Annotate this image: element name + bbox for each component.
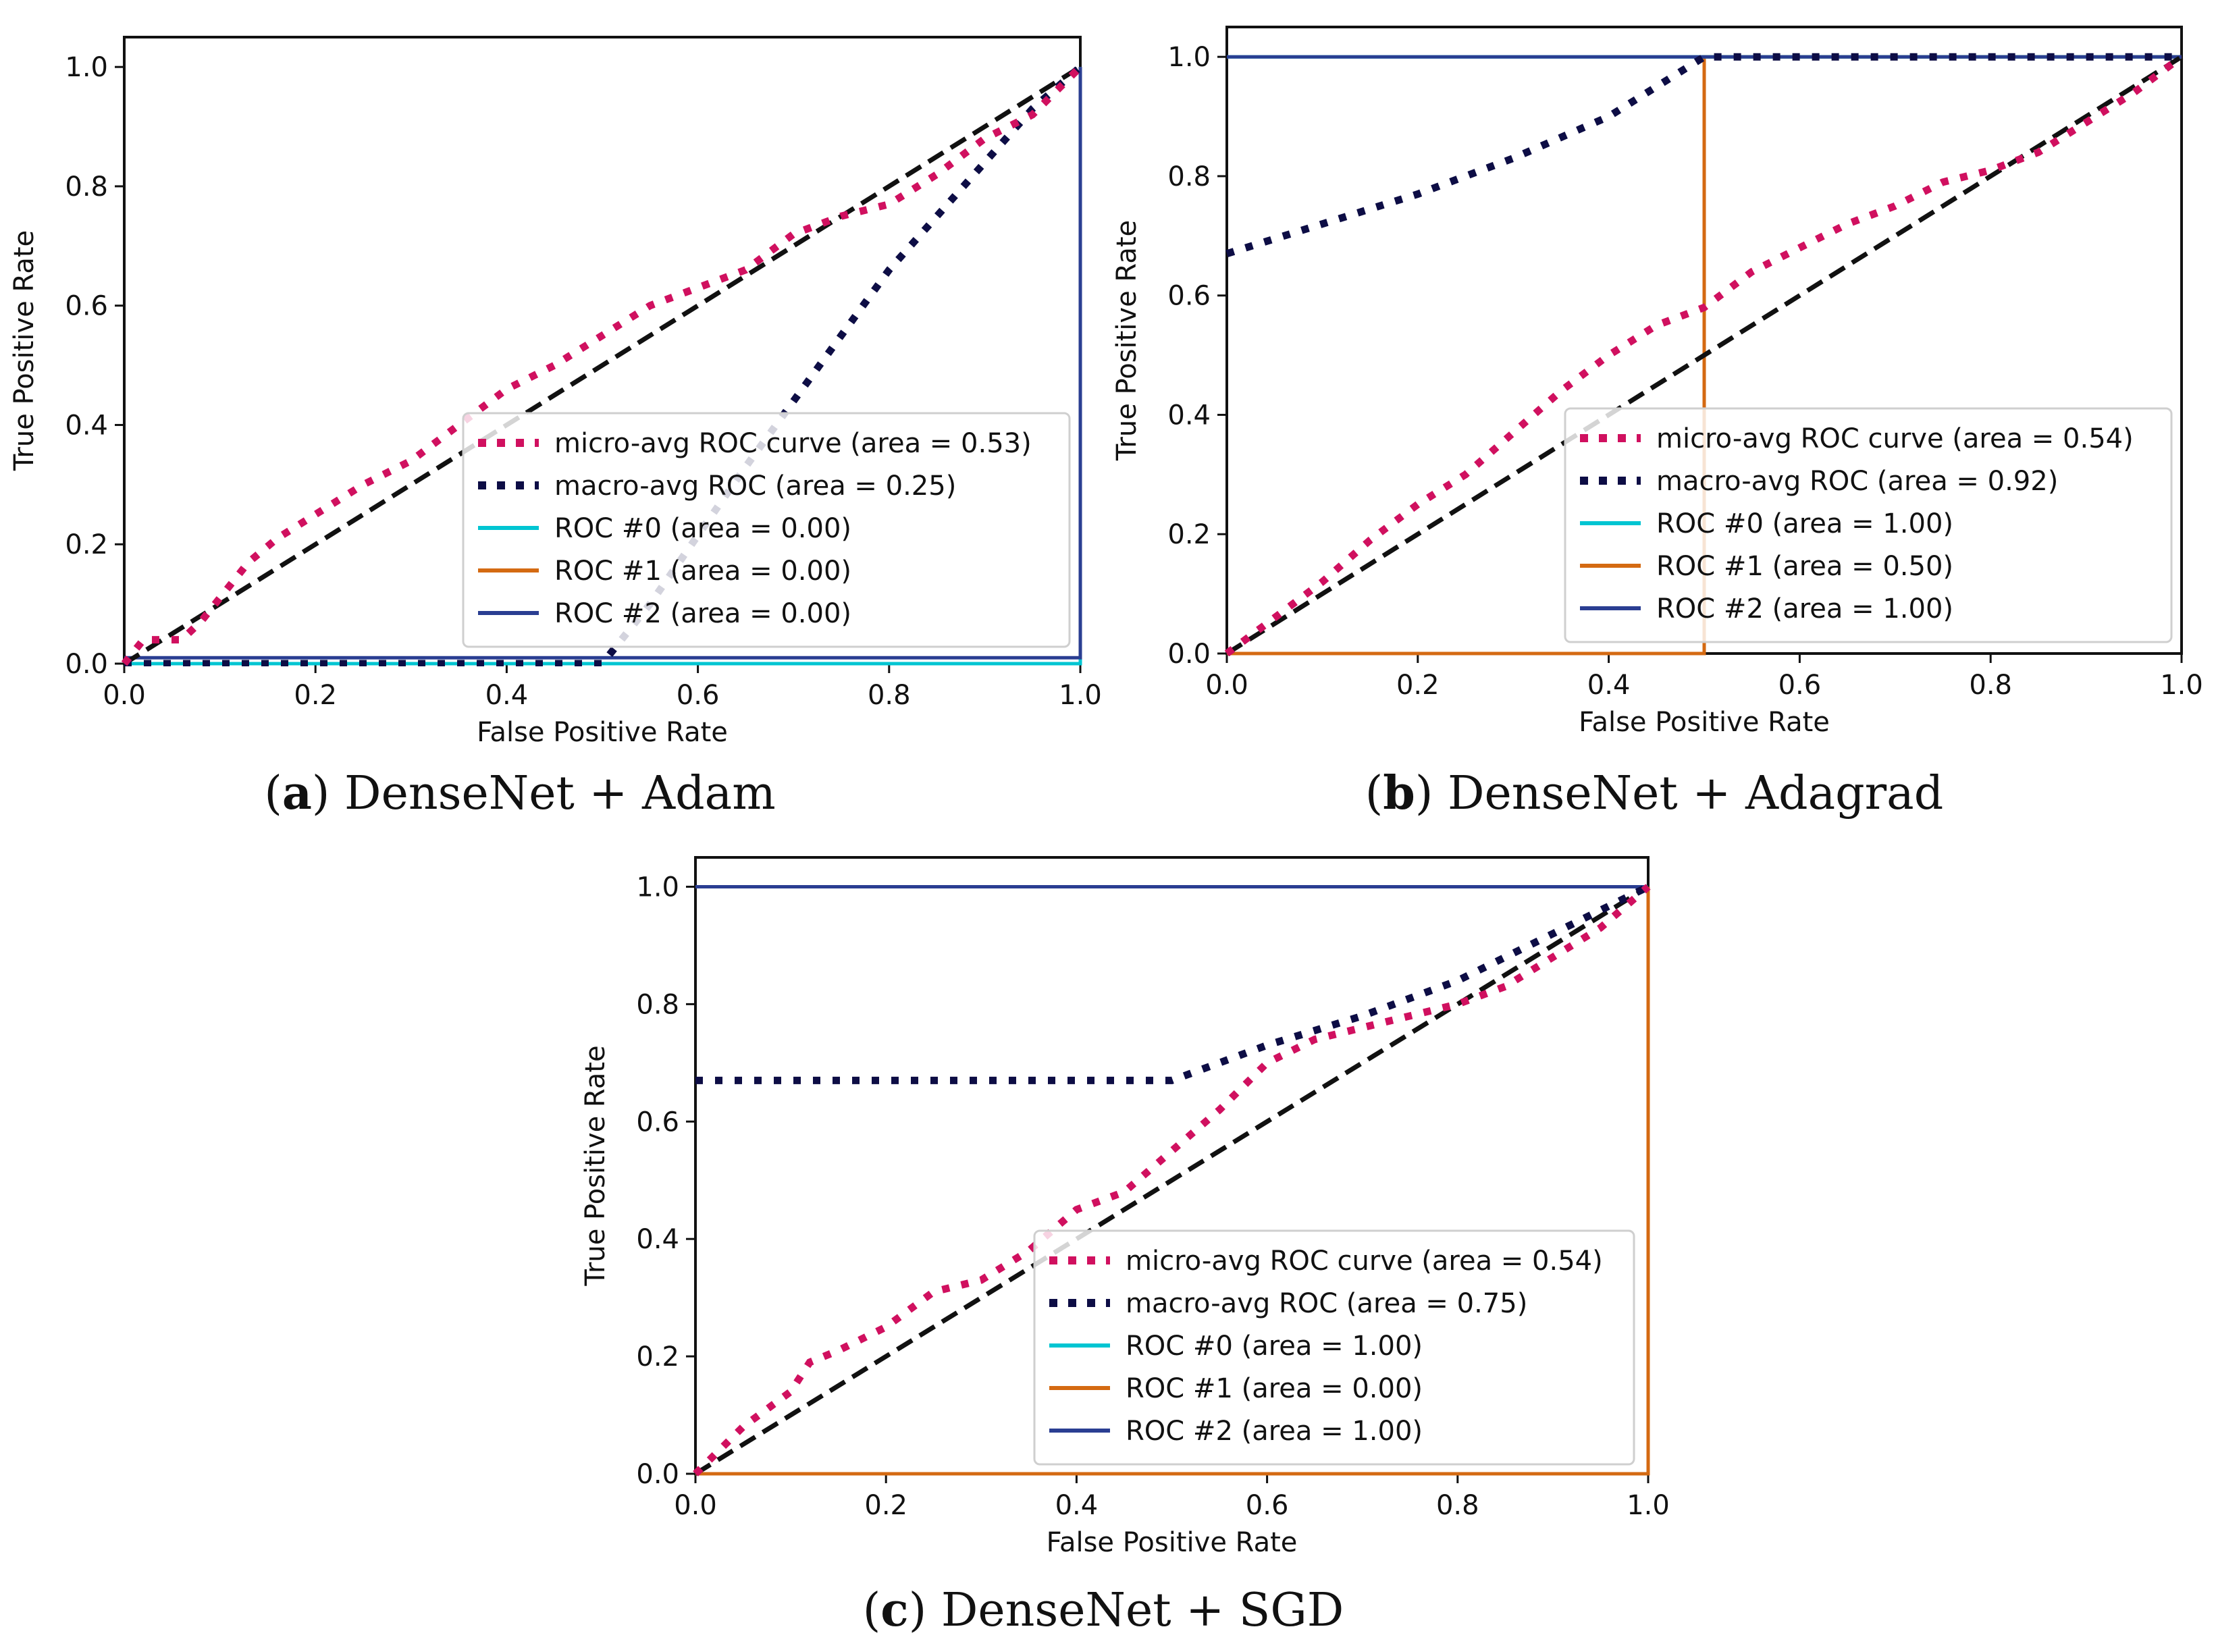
chart-a: 0.0 0.2 0.4 0.6 0.8 1.0 0.0 0.2 0.4 0.6 0.8 1.0 Fals… <box>9 36 1102 820</box>
x-tick-label: 0.4 <box>485 680 529 711</box>
x-tick-label: 0.0 <box>103 680 146 711</box>
caption-a: (a) DenseNet + Adam <box>264 766 775 820</box>
legend: micro-avg ROC curve (area = 0.54) macro-a… <box>1564 407 2173 643</box>
x-axis-label: False Positive Rate <box>477 717 728 748</box>
legend-label-roc1: ROC #1 (area = 0.00) <box>1126 1373 1423 1404</box>
legend-label-roc1: ROC #1 (area = 0.50) <box>1656 551 1953 582</box>
legend-box <box>1033 1229 1635 1466</box>
series-roc2-line <box>124 67 1082 660</box>
y-tick-label: 0.8 <box>636 989 679 1020</box>
legend-label-roc1: ROC #1 (area = 0.00) <box>554 556 851 587</box>
caption-open-paren: ( <box>264 767 282 820</box>
x-tick-label: 0.4 <box>1055 1490 1099 1521</box>
x-tick-label: 0.6 <box>677 680 720 711</box>
legend-label-micro: micro-avg ROC curve (area = 0.53) <box>554 428 1032 459</box>
caption-open-paren: ( <box>863 1584 881 1637</box>
y-tick-label: 0.8 <box>65 171 108 203</box>
x-tick-label: 0.8 <box>1969 670 2012 701</box>
legend-label-roc2: ROC #2 (area = 1.00) <box>1656 593 1953 624</box>
x-axis-label: False Positive Rate <box>1579 707 1830 738</box>
x-tick-label: 0.2 <box>1396 670 1440 701</box>
x-axis-label: False Positive Rate <box>1047 1527 1298 1558</box>
y-tick-label: 0.2 <box>636 1341 679 1373</box>
series-micro-line <box>122 64 1083 666</box>
caption-c: (c) DenseNet + SGD <box>863 1583 1344 1637</box>
x-tick-label: 0.0 <box>674 1490 717 1521</box>
y-tick-label: 0.2 <box>1167 519 1211 550</box>
chart-b: 0.0 0.2 0.4 0.6 0.8 1.0 0.0 0.2 0.4 0.6 0.8 1.0 Fals… <box>1111 26 2203 820</box>
y-tick-label: 1.0 <box>1167 42 1211 73</box>
x-tick-label: 0.4 <box>1587 670 1631 701</box>
caption-close-paren: ) <box>1415 767 1433 820</box>
legend-label-micro: micro-avg ROC curve (area = 0.54) <box>1656 423 2134 454</box>
y-axis-label: True Positive Rate <box>580 1045 611 1286</box>
legend-label-roc2: ROC #2 (area = 1.00) <box>1126 1416 1423 1447</box>
y-axis-label: True Positive Rate <box>9 230 40 471</box>
y-tick-label: 0.4 <box>1167 400 1211 431</box>
caption-title: DenseNet + Adam <box>329 767 775 820</box>
y-tick-label: 0.0 <box>636 1459 679 1490</box>
y-tick-label: 0.6 <box>636 1107 679 1138</box>
caption-letter: a <box>282 766 312 820</box>
chart-c: 0.0 0.2 0.4 0.6 0.8 1.0 0.0 0.2 0.4 0.6 0.8 1.0 Fals… <box>580 856 1670 1637</box>
x-tick-label: 1.0 <box>2160 670 2203 701</box>
caption-title: DenseNet + Adagrad <box>1433 767 1943 820</box>
legend-label-roc0: ROC #0 (area = 1.00) <box>1656 508 1953 539</box>
y-tick-label: 1.0 <box>636 872 679 903</box>
legend-box <box>1564 407 2173 643</box>
legend-label-macro: macro-avg ROC (area = 0.92) <box>1656 466 2058 497</box>
x-tick-label: 0.8 <box>1436 1490 1479 1521</box>
series-macro-line <box>695 883 1650 1084</box>
series-micro-line <box>693 884 1651 1476</box>
y-tick-label: 1.0 <box>65 52 108 83</box>
legend-label-roc2: ROC #2 (area = 0.00) <box>554 598 851 629</box>
x-tick-label: 0.8 <box>868 680 911 711</box>
legend-label-macro: macro-avg ROC (area = 0.25) <box>554 471 956 502</box>
series-macro-line <box>124 64 1083 666</box>
caption-open-paren: ( <box>1365 767 1383 820</box>
legend-box <box>462 412 1071 648</box>
caption-letter: b <box>1383 766 1415 820</box>
series-chance-line <box>123 65 1082 666</box>
y-tick-label: 0.6 <box>1167 281 1211 312</box>
series-macro-line <box>1225 53 2182 258</box>
x-tick-label: 1.0 <box>1059 680 1102 711</box>
y-tick-label: 0.4 <box>636 1224 679 1255</box>
caption-letter: c <box>880 1583 908 1637</box>
x-tick-label: 0.2 <box>864 1490 907 1521</box>
x-tick-label: 0.6 <box>1246 1490 1289 1521</box>
x-tick-label: 0.2 <box>294 680 337 711</box>
series-chance-line <box>694 884 1650 1476</box>
x-tick-label: 1.0 <box>1627 1490 1670 1521</box>
x-tick-label: 0.0 <box>1205 670 1248 701</box>
y-tick-label: 0.6 <box>65 291 108 322</box>
series-micro-line <box>1224 53 2184 656</box>
y-axis-label: True Positive Rate <box>1111 220 1142 461</box>
y-tick-label: 0.4 <box>65 410 108 441</box>
legend-label-micro: micro-avg ROC curve (area = 0.54) <box>1126 1246 1603 1277</box>
y-tick-label: 0.2 <box>65 529 108 560</box>
x-tick-label: 0.6 <box>1778 670 1822 701</box>
caption-title: DenseNet + SGD <box>926 1584 1344 1637</box>
legend-label-macro: macro-avg ROC (area = 0.75) <box>1126 1288 1527 1319</box>
caption-close-paren: ) <box>312 767 330 820</box>
y-tick-label: 0.0 <box>1167 639 1211 670</box>
series-roc1-line <box>695 886 1650 1476</box>
caption-close-paren: ) <box>909 1584 927 1637</box>
caption-b: (b) DenseNet + Adagrad <box>1365 766 1943 820</box>
y-tick-label: 0.8 <box>1167 161 1211 192</box>
legend: micro-avg ROC curve (area = 0.54) macro-a… <box>1033 1229 1635 1466</box>
legend-label-roc0: ROC #0 (area = 1.00) <box>1126 1331 1423 1362</box>
legend: micro-avg ROC curve (area = 0.53) macro-a… <box>462 412 1071 648</box>
legend-label-roc0: ROC #0 (area = 0.00) <box>554 513 851 544</box>
y-tick-label: 0.0 <box>65 649 108 680</box>
